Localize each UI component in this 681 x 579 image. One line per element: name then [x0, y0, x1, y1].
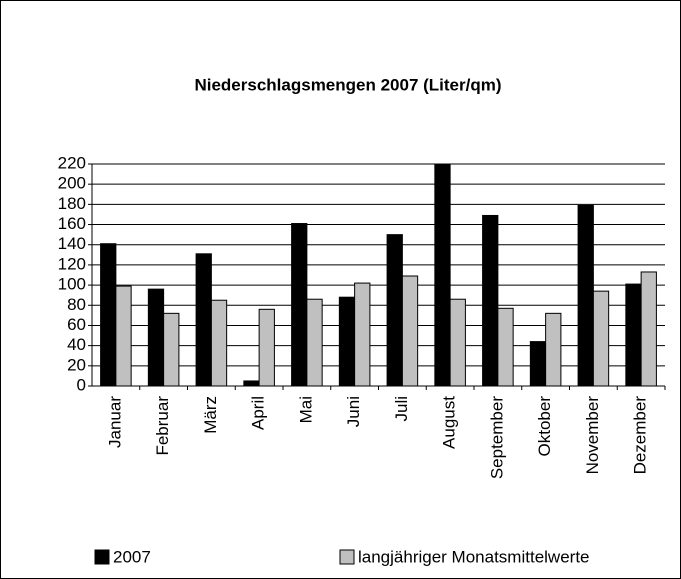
x-tick-label: Februar [153, 396, 172, 456]
bar [210, 299, 228, 387]
y-tick-label: 180 [58, 194, 86, 213]
chart-title: Niederschlagsmengen 2007 (Liter/qm) [194, 75, 501, 94]
bar [386, 234, 403, 387]
legend-label: langjähriger Monatsmittelwerte [358, 547, 590, 566]
bar [163, 312, 180, 387]
x-tick-label: August [440, 396, 459, 449]
y-tick-label: 120 [58, 254, 86, 273]
bar [625, 283, 642, 387]
bar [545, 312, 562, 387]
legend-swatch [339, 549, 355, 565]
bar [115, 285, 132, 387]
y-tick-label: 80 [67, 295, 86, 314]
bar [195, 253, 212, 387]
bar [592, 290, 610, 387]
legend-label: 2007 [113, 547, 151, 566]
bar [449, 298, 466, 387]
x-tick-label: März [201, 396, 220, 434]
legend-swatch [94, 549, 110, 565]
x-tick-label: April [249, 396, 268, 430]
bar [401, 275, 419, 387]
y-tick-label: 200 [58, 174, 86, 193]
bar [338, 296, 356, 387]
x-tick-label: September [487, 396, 506, 479]
x-tick-label: Juli [392, 396, 411, 422]
y-tick-label: 40 [67, 335, 86, 354]
bar [434, 163, 451, 387]
y-tick-label: 20 [67, 355, 86, 374]
bar [497, 307, 514, 387]
x-tick-label: Dezember [631, 396, 650, 475]
x-tick-label: November [583, 396, 602, 475]
y-tick-label: 220 [58, 153, 86, 172]
y-tick-label: 60 [67, 315, 86, 334]
x-tick-label: Januar [105, 396, 124, 448]
bar [100, 243, 117, 387]
bar [354, 282, 371, 387]
bar [243, 380, 260, 387]
x-tick-label: Mai [296, 396, 315, 423]
bar [529, 341, 547, 387]
x-tick-label: Juni [344, 396, 363, 427]
y-tick-label: 100 [58, 275, 86, 294]
bar [306, 298, 323, 387]
bar [147, 288, 165, 387]
x-tick-label: Oktober [535, 396, 554, 457]
bar [640, 271, 657, 387]
bar [577, 204, 594, 387]
y-tick-label: 0 [77, 375, 86, 394]
y-tick-label: 160 [58, 214, 86, 233]
bar [258, 308, 275, 387]
bar [291, 223, 308, 387]
y-tick-label: 140 [58, 234, 86, 253]
bar [482, 214, 499, 387]
